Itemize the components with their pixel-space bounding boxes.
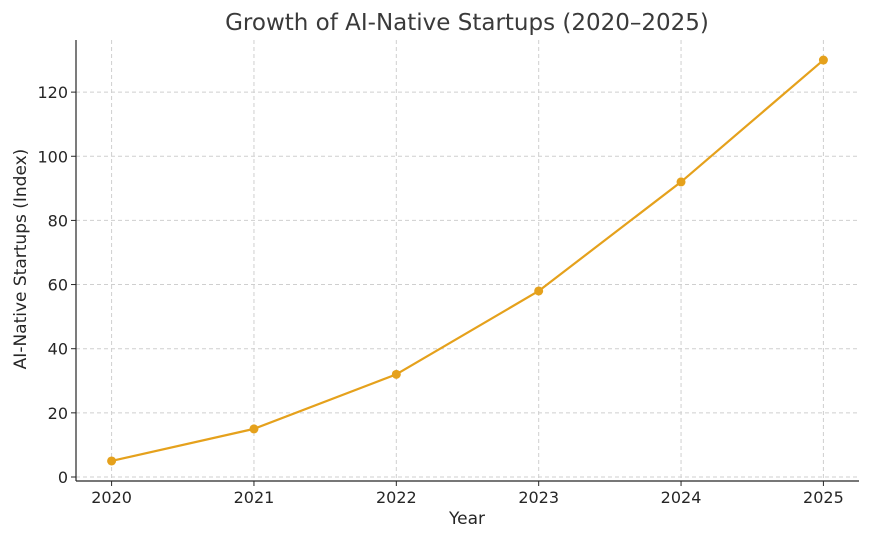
y-tick-label: 120 (37, 83, 68, 102)
x-tick-label: 2021 (234, 488, 275, 507)
data-point (534, 286, 544, 296)
y-tick-label: 60 (48, 276, 68, 295)
y-axis-title: AI-Native Startups (Index) (11, 149, 31, 370)
y-tick-label: 0 (58, 468, 68, 487)
chart-title: Growth of AI-Native Startups (2020–2025) (225, 10, 709, 36)
x-tick-label: 2022 (376, 488, 417, 507)
x-tick-label: 2024 (661, 488, 702, 507)
data-point (249, 424, 259, 434)
y-tick-label: 100 (37, 147, 68, 166)
x-tick-label: 2023 (518, 488, 559, 507)
data-point (391, 369, 401, 379)
x-axis-title: Year (448, 509, 485, 529)
data-point (676, 177, 686, 187)
data-point (107, 456, 117, 466)
series-line (111, 59, 825, 463)
series (107, 55, 828, 466)
y-tick-label: 80 (48, 211, 68, 230)
grid (76, 40, 859, 481)
x-tick-label: 2025 (803, 488, 844, 507)
axes (75, 40, 859, 482)
y-tick-label: 40 (48, 340, 68, 359)
y-tick-label: 20 (48, 404, 68, 423)
x-tick-label: 2020 (91, 488, 132, 507)
ticks: 0 20 40 60 80 100 120 2020 2021 2022 2023 2024 2025 (37, 83, 843, 507)
data-point (818, 55, 828, 65)
